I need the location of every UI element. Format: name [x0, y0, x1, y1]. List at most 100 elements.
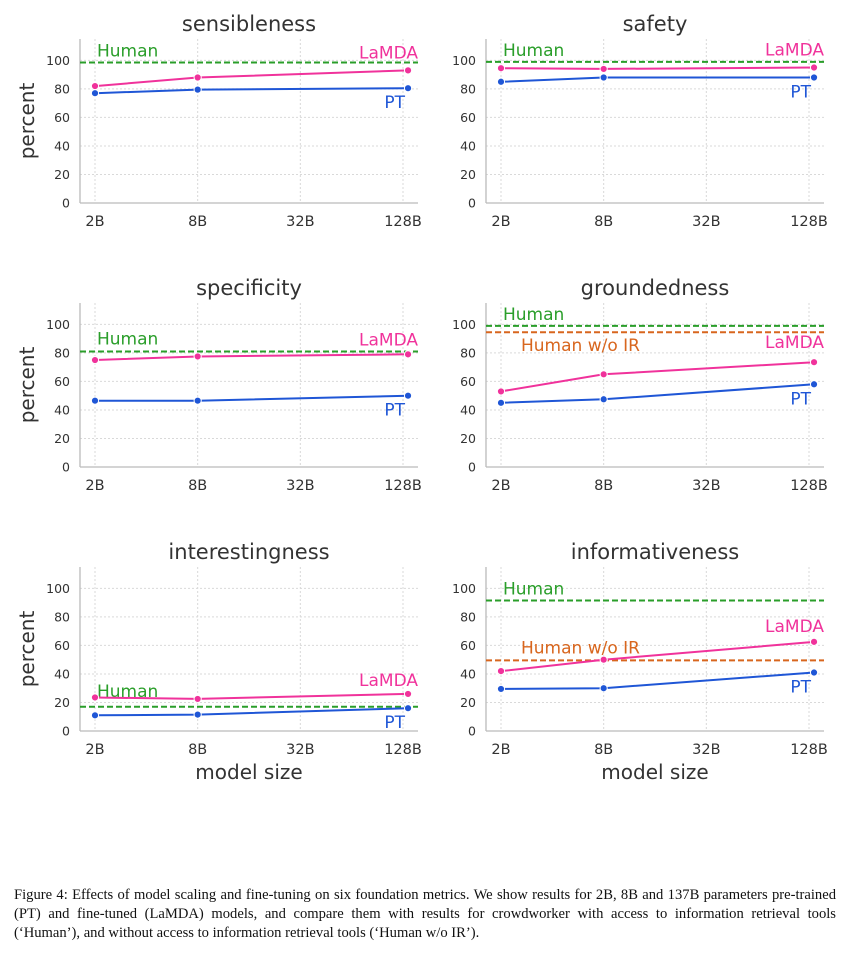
data-point [809, 668, 819, 677]
y-tick-label: 80 [54, 345, 70, 360]
panel-safety: safety 2B 8B 32B 128B 0 20 40 60 80 100 Human LaMDA P… [452, 12, 828, 230]
data-point [599, 64, 608, 74]
y-tick-label: 40 [54, 138, 70, 153]
reference-label: Human w/o IR [521, 638, 640, 658]
x-tick-label: 8B [594, 214, 613, 230]
x-tick-label: 32B [286, 478, 314, 494]
reference-label: Human [97, 329, 158, 349]
series-label: PT [384, 713, 405, 733]
x-tick-label: 128B [384, 478, 422, 494]
data-point [403, 350, 413, 359]
data-point [193, 396, 202, 405]
y-tick-label: 80 [460, 81, 476, 96]
x-tick-label: 2B [85, 742, 104, 758]
x-tick-label: 2B [491, 478, 510, 494]
data-point [90, 355, 100, 365]
chart-title: interestingness [168, 540, 329, 564]
series-label: LaMDA [765, 41, 824, 61]
y-axis-label: percent [15, 347, 39, 424]
y-tick-label: 60 [54, 638, 70, 653]
charts-grid: sensibleness 2B 8B 32B 128B 0 20 40 60 80 100 perce… [15, 12, 828, 784]
y-tick-label: 40 [54, 402, 70, 417]
y-tick-label: 100 [452, 317, 476, 332]
x-tick-label: 128B [790, 478, 828, 494]
data-point [599, 73, 608, 82]
chart-title: safety [623, 12, 688, 36]
panel-specificity: specificity 2B 8B 32B 128B 0 20 40 60 80 100 percen… [15, 276, 422, 494]
y-tick-label: 80 [54, 81, 70, 96]
series-label: PT [790, 678, 811, 698]
series-line [500, 66, 815, 70]
x-tick-label: 128B [790, 742, 828, 758]
y-tick-label: 0 [468, 460, 476, 475]
figure: sensibleness 2B 8B 32B 128B 0 20 40 60 80 100 perce… [15, 12, 828, 784]
data-point [193, 73, 202, 82]
x-tick-label: 2B [85, 214, 104, 230]
series-label: LaMDA [359, 671, 418, 691]
x-tick-label: 2B [85, 478, 104, 494]
series-label: PT [384, 93, 405, 113]
chart-title: groundedness [581, 276, 730, 300]
chart-title: informativeness [571, 540, 740, 564]
chart-title: sensibleness [182, 12, 316, 36]
y-tick-label: 80 [460, 609, 476, 624]
y-tick-label: 0 [468, 724, 476, 739]
data-point [809, 63, 819, 72]
series-line [94, 353, 409, 361]
series-label: PT [790, 389, 811, 409]
series-label: LaMDA [359, 330, 418, 350]
data-point [403, 66, 413, 75]
x-tick-label: 128B [790, 214, 828, 230]
y-tick-label: 60 [54, 110, 70, 125]
data-point [599, 395, 608, 404]
y-tick-label: 40 [460, 402, 476, 417]
y-tick-label: 80 [54, 609, 70, 624]
series-line [95, 394, 409, 402]
series-label: PT [384, 401, 405, 421]
y-tick-label: 0 [468, 196, 476, 211]
y-tick-label: 100 [46, 317, 70, 332]
data-point [90, 396, 100, 405]
y-tick-label: 0 [62, 460, 70, 475]
y-axis-label: percent [15, 611, 39, 688]
y-tick-label: 60 [460, 110, 476, 125]
y-tick-label: 100 [452, 581, 476, 596]
y-tick-label: 80 [460, 345, 476, 360]
figure-caption: Figure 4: Effects of model scaling and f… [14, 887, 836, 941]
data-point [403, 689, 413, 699]
data-point [496, 398, 506, 407]
x-tick-label: 2B [491, 214, 510, 230]
y-tick-label: 20 [460, 431, 476, 446]
x-tick-label: 8B [188, 742, 207, 758]
y-tick-label: 40 [54, 666, 70, 681]
y-tick-label: 100 [452, 53, 476, 68]
data-point [809, 637, 819, 646]
reference-label: Human w/o IR [521, 336, 640, 356]
x-tick-label: 32B [692, 478, 720, 494]
series-label: LaMDA [765, 333, 824, 353]
reference-label: Human [503, 41, 564, 61]
data-point [496, 77, 506, 86]
data-point [809, 380, 819, 389]
y-tick-label: 60 [54, 374, 70, 389]
data-point [193, 694, 202, 704]
y-tick-label: 20 [54, 167, 70, 182]
x-axis-label: model size [601, 760, 708, 784]
x-tick-label: 128B [384, 742, 422, 758]
y-tick-label: 20 [54, 695, 70, 710]
x-tick-label: 8B [188, 478, 207, 494]
y-tick-label: 60 [460, 638, 476, 653]
data-point [90, 89, 100, 98]
data-point [193, 85, 202, 94]
chart-title: specificity [196, 276, 302, 300]
panel-informativeness: informativeness 2B 8B 32B 128B 0 20 40 60 80 100 mo… [452, 540, 828, 784]
panel-interestingness: interestingness 2B 8B 32B 128B 0 20 40 60 80 100 pe… [15, 540, 422, 784]
y-tick-label: 100 [46, 581, 70, 596]
data-point [809, 73, 819, 82]
data-point [496, 387, 506, 396]
y-tick-label: 0 [62, 196, 70, 211]
y-tick-label: 60 [460, 374, 476, 389]
reference-label: Human [503, 580, 564, 600]
series-line [94, 69, 409, 88]
x-tick-label: 32B [692, 214, 720, 230]
